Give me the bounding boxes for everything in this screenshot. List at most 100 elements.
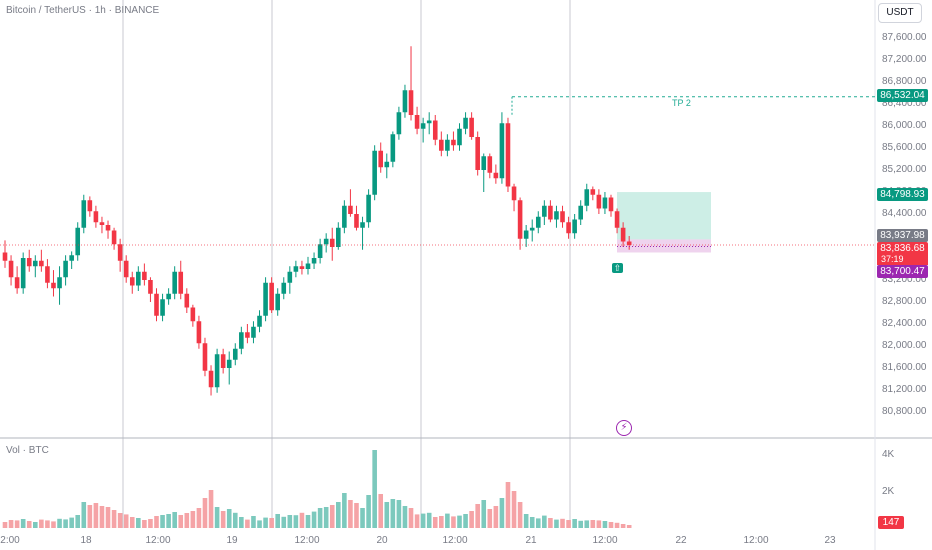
volume-bar [499, 498, 505, 528]
candle-body [408, 90, 414, 115]
candle-body [372, 150, 377, 195]
candle-body [2, 252, 8, 261]
volume-bar [378, 494, 384, 528]
x-tick-label: 12:00 [442, 535, 468, 546]
volume-bar [469, 511, 474, 528]
candle-body [172, 271, 177, 294]
candle-body [396, 112, 402, 135]
candle-body [214, 354, 220, 388]
candle-body [154, 293, 159, 316]
candle-body [232, 348, 238, 360]
candle-body [81, 200, 87, 228]
volume-bar [202, 498, 208, 528]
volume-bar [475, 504, 480, 528]
volume-bar [439, 516, 444, 528]
candle-body [414, 115, 420, 129]
candle-body [142, 271, 147, 280]
candle-body [542, 205, 547, 217]
candle-body [432, 120, 438, 140]
volume-bar [426, 512, 432, 528]
candle-body [287, 271, 293, 283]
x-tick-label: 12:00 [743, 535, 769, 546]
x-tick-label: 12:00 [592, 535, 618, 546]
volume-bar [263, 517, 268, 528]
volume-bar [396, 500, 402, 528]
tp-label: TP 2 [672, 98, 691, 108]
candle-body [590, 189, 596, 195]
long-position-arrow-icon[interactable]: ⇧ [612, 263, 623, 273]
volume-bar [420, 513, 426, 528]
candle-body [487, 156, 493, 173]
volume-bar [232, 512, 238, 528]
volume-label[interactable]: Vol · BTC [6, 445, 49, 456]
candle-body [608, 197, 614, 212]
volume-bar [348, 500, 353, 528]
volume-bar [166, 514, 171, 528]
candle-body [420, 123, 426, 129]
candle-body [160, 299, 165, 316]
volume-bar [626, 525, 632, 528]
candles [2, 46, 632, 396]
candle-body [614, 211, 620, 228]
volume-bar [329, 505, 335, 528]
y-tick-label: 82,800.00 [882, 296, 927, 307]
volume-bar [245, 519, 250, 528]
volume-bars [2, 450, 632, 528]
candle-body [257, 315, 262, 327]
candle-body [366, 194, 371, 223]
volume-bar [105, 507, 111, 528]
y-tick-label: 80,800.00 [882, 406, 927, 417]
candle-body [529, 227, 535, 231]
candle-body [602, 197, 608, 209]
candle-body [93, 211, 99, 223]
volume-tick-2k: 2K [882, 486, 895, 497]
currency-button[interactable]: USDT [878, 3, 922, 23]
x-tick-label: 20 [376, 535, 388, 546]
volume-bar [214, 507, 220, 528]
volume-bar [566, 520, 571, 528]
candle-body [572, 219, 577, 234]
entry-price-tag: 83,937.98 [877, 229, 928, 242]
candle-body [51, 282, 56, 289]
symbol-title[interactable]: Bitcoin / TetherUS · 1h · BINANCE [6, 5, 160, 16]
candle-body [566, 222, 571, 234]
candle-body [196, 321, 202, 344]
volume-bar [93, 503, 99, 528]
volume-bar [384, 502, 390, 528]
candle-body [263, 282, 268, 316]
candle-body [123, 260, 129, 278]
x-tick-label: 22 [675, 535, 687, 546]
volume-bar [596, 520, 602, 528]
volume-bar [572, 519, 577, 528]
candle-body [336, 227, 341, 247]
candle-body [317, 244, 323, 258]
candle-body [99, 222, 105, 225]
candle-body [493, 172, 499, 179]
volume-bar [226, 509, 232, 528]
volume-bar [432, 517, 438, 528]
candle-body [342, 205, 347, 228]
lightning-icon[interactable]: ⚡ [616, 420, 632, 436]
volume-bar [614, 522, 620, 528]
volume-bar [487, 509, 493, 528]
y-tick-label: 86,000.00 [882, 120, 927, 131]
tp-price-tag: 86,532.04 [877, 89, 928, 102]
volume-bar [287, 515, 293, 528]
candle-body [469, 117, 474, 137]
volume-bar [457, 515, 462, 528]
candle-body [166, 293, 171, 300]
profit-zone [617, 192, 711, 240]
volume-bar [602, 521, 608, 528]
candle-body [117, 244, 123, 261]
volume-bar [196, 508, 202, 528]
candle-body [129, 277, 135, 286]
volume-bar [111, 510, 117, 528]
x-tick-label: 21 [525, 535, 537, 546]
volume-bar [529, 517, 535, 528]
candle-body [226, 359, 232, 368]
volume-bar [178, 515, 184, 528]
candle-body [596, 194, 602, 209]
